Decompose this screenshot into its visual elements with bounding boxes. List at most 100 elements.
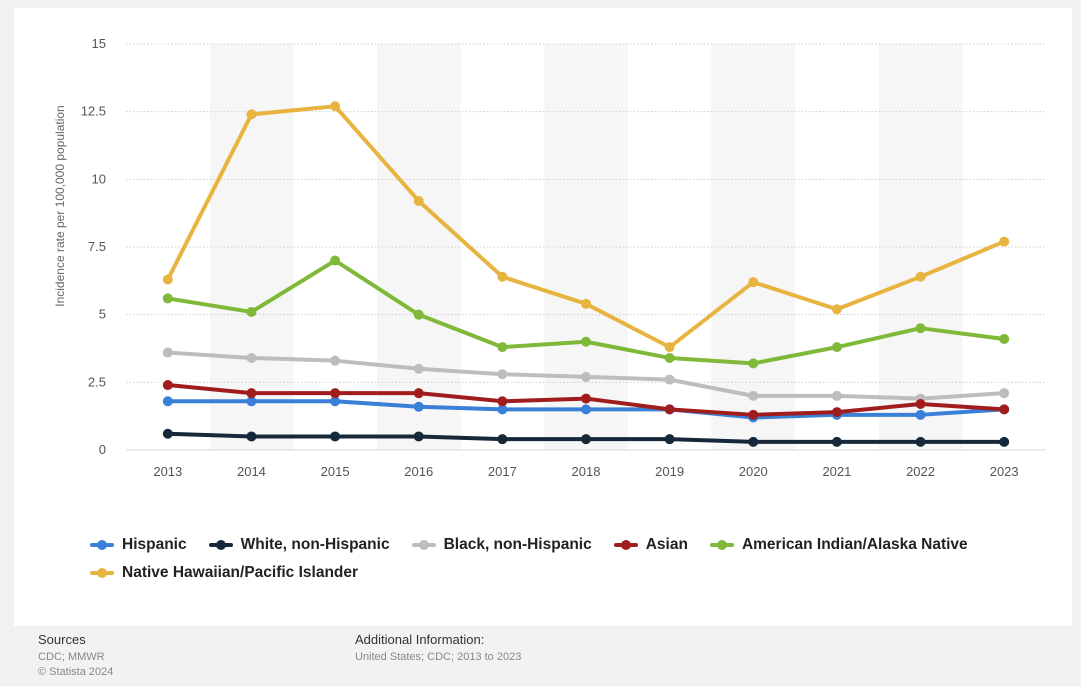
data-point	[497, 404, 508, 415]
x-tick-label: 2016	[404, 464, 433, 479]
legend-label: Hispanic	[122, 536, 187, 553]
x-tick-label: 2014	[237, 464, 266, 479]
data-point	[581, 404, 591, 415]
legend-swatch	[90, 540, 114, 550]
data-point	[246, 396, 257, 407]
legend-label: Asian	[645, 536, 688, 553]
y-tick-label: 10	[92, 171, 106, 186]
legend-item[interactable]: American Indian/Alaska Native	[709, 536, 968, 554]
data-point	[999, 388, 1010, 399]
legend-label: Black, non-Hispanic	[443, 536, 592, 553]
x-tick-label: 2013	[153, 464, 182, 479]
footer: Sources CDC; MMWR © Statista 2024 Additi…	[38, 632, 1038, 686]
data-point	[162, 347, 173, 358]
data-point	[162, 428, 173, 439]
data-point	[664, 434, 675, 445]
data-point	[413, 431, 424, 442]
data-point	[999, 334, 1010, 345]
legend: Hispanic White, non-Hispanic Black, non-Hi…	[90, 536, 1050, 582]
data-point	[915, 323, 926, 334]
data-point	[831, 390, 842, 401]
legend-item[interactable]: Hispanic	[90, 536, 187, 554]
data-point	[915, 409, 926, 420]
y-tick-label: 5	[99, 307, 106, 322]
data-point	[330, 388, 341, 399]
data-point	[581, 336, 591, 347]
legend-swatch	[411, 540, 436, 550]
data-point	[915, 398, 926, 409]
data-point	[581, 371, 591, 382]
data-point	[748, 277, 759, 288]
data-point	[162, 274, 173, 285]
data-point	[831, 304, 842, 315]
legend-label: White, non-Hispanic	[240, 536, 390, 553]
data-point	[497, 396, 508, 407]
data-point	[664, 342, 675, 353]
legend-swatch	[613, 540, 638, 550]
data-point	[330, 101, 341, 112]
data-point	[413, 388, 424, 399]
additional-info-text: United States; CDC; 2013 to 2023	[355, 651, 522, 663]
data-point	[915, 271, 926, 282]
data-point	[413, 309, 424, 320]
legend-item[interactable]: Native Hawaiian/Pacific Islander	[90, 564, 358, 582]
x-tick-label: 2023	[990, 464, 1019, 479]
line-chart: 0 2.5 5 7.5 10 12.5 15 2013 2014 2015 2016 2017 201…	[53, 36, 1046, 479]
x-tick-label: 2021	[822, 464, 851, 479]
data-point	[246, 109, 257, 120]
data-point	[581, 434, 591, 445]
sources-title: Sources	[38, 632, 86, 647]
data-point	[664, 404, 675, 415]
legend-swatch	[709, 540, 734, 550]
y-tick-label: 0	[99, 442, 106, 457]
x-axis-ticks: 2013 2014 2015 2016 2017 2018 2019 2020 2021 2022…	[153, 464, 1018, 479]
column-band	[376, 44, 461, 450]
data-point	[162, 293, 173, 304]
legend-swatch	[90, 568, 114, 578]
x-tick-label: 2017	[488, 464, 517, 479]
y-axis-label: Incidence rate per 100,000 population	[53, 105, 67, 307]
y-axis-ticks: 0 2.5 5 7.5 10 12.5 15	[81, 36, 106, 457]
data-point	[413, 195, 424, 206]
additional-info-block: Additional Information: United States; C…	[355, 632, 521, 665]
data-point	[831, 342, 842, 353]
data-point	[246, 388, 257, 399]
data-point	[664, 352, 675, 363]
data-point	[999, 236, 1010, 247]
data-point	[246, 306, 257, 317]
sources-text[interactable]: CDC; MMWR	[38, 651, 105, 663]
data-point	[413, 401, 424, 412]
data-point	[413, 363, 424, 374]
data-point	[330, 255, 341, 266]
y-tick-label: 2.5	[88, 374, 106, 389]
data-point	[915, 436, 926, 447]
data-point	[497, 369, 508, 380]
data-point	[748, 436, 759, 447]
data-point	[497, 434, 508, 445]
data-point	[999, 404, 1010, 415]
y-tick-label: 12.5	[81, 104, 106, 119]
data-point	[999, 436, 1010, 447]
data-point	[831, 407, 842, 418]
data-point	[330, 431, 341, 442]
data-point	[748, 358, 759, 369]
data-point	[581, 298, 591, 309]
legend-item[interactable]: White, non-Hispanic	[208, 536, 390, 554]
data-point	[748, 409, 759, 420]
legend-item[interactable]: Black, non-Hispanic	[411, 536, 592, 554]
data-point	[581, 393, 591, 404]
data-point	[330, 396, 341, 407]
data-point	[246, 431, 257, 442]
x-tick-label: 2018	[572, 464, 601, 479]
y-tick-label: 7.5	[88, 239, 106, 254]
data-point	[831, 436, 842, 447]
data-point	[497, 342, 508, 353]
additional-info-title: Additional Information:	[355, 632, 485, 647]
x-tick-label: 2019	[655, 464, 684, 479]
x-tick-label: 2015	[321, 464, 350, 479]
legend-label: Native Hawaiian/Pacific Islander	[122, 564, 359, 581]
chart-card: 0 2.5 5 7.5 10 12.5 15 2013 2014 2015 2016 2017 201…	[14, 8, 1072, 626]
y-tick-label: 15	[92, 36, 106, 51]
series-points	[162, 101, 1010, 447]
legend-item[interactable]: Asian	[613, 536, 688, 554]
